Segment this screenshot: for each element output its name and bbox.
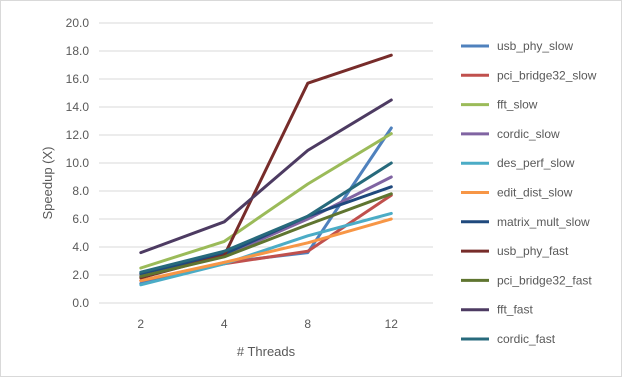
y-tick-label: 10.0 bbox=[66, 156, 90, 170]
legend-label: fft_fast bbox=[497, 303, 533, 317]
legend-label: edit_dist_slow bbox=[497, 186, 573, 200]
y-tick-label: 4.0 bbox=[72, 240, 89, 254]
y-axis-title: Speedup (X) bbox=[40, 147, 55, 220]
y-tick-label: 12.0 bbox=[66, 128, 90, 142]
x-tick-label: 12 bbox=[385, 317, 399, 331]
series-line-fft_slow bbox=[139, 132, 393, 270]
legend-label: cordic_slow bbox=[497, 127, 560, 141]
y-tick-label: 2.0 bbox=[72, 268, 89, 282]
x-axis-ticks: 2 4 8 12 bbox=[137, 317, 398, 331]
legend-label: cordic_fast bbox=[497, 332, 556, 346]
legend-label: pci_bridge32_fast bbox=[497, 273, 592, 287]
x-tick-label: 2 bbox=[137, 317, 144, 331]
series-lines bbox=[139, 53, 393, 287]
legend-label: usb_phy_fast bbox=[497, 244, 569, 258]
y-tick-label: 6.0 bbox=[72, 212, 89, 226]
series-line-cordic_fast bbox=[139, 161, 393, 274]
legend-label: matrix_mult_slow bbox=[497, 215, 590, 229]
x-tick-label: 8 bbox=[304, 317, 311, 331]
series-line-usb_phy_fast bbox=[139, 53, 393, 280]
y-tick-label: 18.0 bbox=[66, 44, 90, 58]
y-tick-label: 14.0 bbox=[66, 100, 90, 114]
series-line-pci_bridge32_fast bbox=[139, 192, 393, 278]
legend-label: usb_phy_slow bbox=[497, 39, 573, 53]
gridlines bbox=[99, 22, 433, 304]
y-tick-label: 16.0 bbox=[66, 72, 90, 86]
legend-label: fft_slow bbox=[497, 98, 538, 112]
legend-label: des_perf_slow bbox=[497, 156, 575, 170]
series-line-fft_fast bbox=[139, 98, 393, 255]
y-tick-label: 0.0 bbox=[72, 296, 89, 310]
y-tick-label: 20.0 bbox=[66, 16, 90, 30]
series-line-edit_dist_slow bbox=[139, 217, 393, 283]
series-line-des_perf_slow bbox=[139, 211, 393, 287]
legend-label: pci_bridge32_slow bbox=[497, 68, 597, 82]
series-line-usb_phy_slow bbox=[139, 126, 393, 285]
x-axis-title: # Threads bbox=[237, 344, 296, 359]
y-axis-ticks: 0.0 2.0 4.0 6.0 8.0 10.0 12.0 14.0 16.0 18.0 20.0 bbox=[66, 16, 90, 310]
legend: usb_phy_slow pci_bridge32_slow fft_slowcor… bbox=[461, 39, 597, 346]
series-line-cordic_slow bbox=[139, 175, 393, 277]
y-tick-label: 8.0 bbox=[72, 184, 89, 198]
x-tick-label: 4 bbox=[221, 317, 228, 331]
